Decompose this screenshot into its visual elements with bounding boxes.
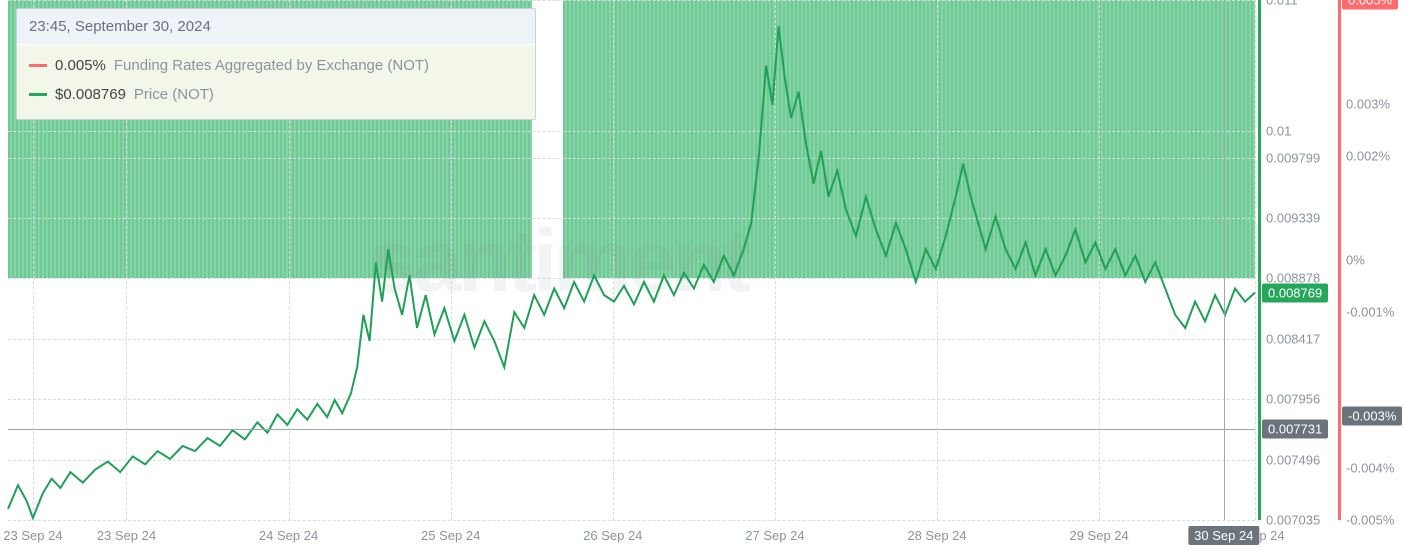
y-tick-price: 0.009799 xyxy=(1266,150,1320,165)
y-tick-funding: -0.001% xyxy=(1346,305,1394,320)
x-tick: 24 Sep 24 xyxy=(259,528,318,543)
y-badge-price: 0.007731 xyxy=(1262,419,1328,438)
tooltip: 23:45, September 30, 2024 0.005% Funding… xyxy=(16,8,536,120)
tooltip-timestamp: 23:45, September 30, 2024 xyxy=(17,9,535,45)
y-axis-price: 0.0110.010.0097990.0093390.0088780.00841… xyxy=(1258,0,1332,520)
y-tick-price: 0.007956 xyxy=(1266,392,1320,407)
axis-bar-price xyxy=(1258,0,1261,520)
y-tick-funding: -0.004% xyxy=(1346,461,1394,476)
x-tick: 23 Sep 24 xyxy=(3,528,62,543)
x-tick: 28 Sep 24 xyxy=(907,528,966,543)
x-tick: 26 Sep 24 xyxy=(583,528,642,543)
y-tick-price: 0.01 xyxy=(1266,124,1291,139)
x-axis: 23 Sep 2423 Sep 2424 Sep 2425 Sep 2426 S… xyxy=(8,524,1255,550)
y-tick-funding: 0.002% xyxy=(1346,149,1390,164)
x-tick: 25 Sep 24 xyxy=(421,528,480,543)
legend-row-funding: 0.005% Funding Rates Aggregated by Excha… xyxy=(29,51,523,80)
y-badge-funding: -0.003% xyxy=(1342,407,1402,426)
crosshair-vertical xyxy=(1224,0,1225,520)
legend-label-price: Price (NOT) xyxy=(134,86,214,103)
chart-area[interactable]: santiment 23:45, September 30, 2024 0.00… xyxy=(0,0,1255,520)
y-tick-price: 0.009339 xyxy=(1266,210,1320,225)
tooltip-body: 0.005% Funding Rates Aggregated by Excha… xyxy=(17,45,535,119)
y-tick-funding: 0% xyxy=(1346,253,1365,268)
y-axis-funding: 0.003%0.002%0%-0.001%-0.003%-0.004%-0.00… xyxy=(1338,0,1418,520)
y-tick-price: 0.007035 xyxy=(1266,513,1320,528)
crosshair-horizontal xyxy=(8,429,1255,430)
axis-bar-funding xyxy=(1338,0,1341,520)
legend-dash-price xyxy=(29,93,47,96)
y-badge-funding: 0.005% xyxy=(1342,0,1398,10)
plot-region[interactable]: santiment 23:45, September 30, 2024 0.00… xyxy=(8,0,1255,520)
legend-label-funding: Funding Rates Aggregated by Exchange (NO… xyxy=(114,57,429,74)
y-tick-price: 0.007496 xyxy=(1266,452,1320,467)
y-badge-price: 0.008769 xyxy=(1262,283,1328,302)
y-tick-price: 0.011 xyxy=(1266,0,1298,8)
legend-value-price: $0.008769 xyxy=(55,86,126,103)
y-tick-funding: 0.003% xyxy=(1346,97,1390,112)
y-tick-funding: -0.005% xyxy=(1346,513,1394,528)
y-tick-price: 0.008417 xyxy=(1266,331,1320,346)
legend-value-funding: 0.005% xyxy=(55,57,106,74)
x-tick: 23 Sep 24 xyxy=(97,528,156,543)
x-tick: 27 Sep 24 xyxy=(745,528,804,543)
legend-row-price: $0.008769 Price (NOT) xyxy=(29,80,523,109)
x-badge-current: 30 Sep 24 xyxy=(1188,526,1259,545)
x-tick: 29 Sep 24 xyxy=(1069,528,1128,543)
legend-dash-funding xyxy=(29,64,47,67)
